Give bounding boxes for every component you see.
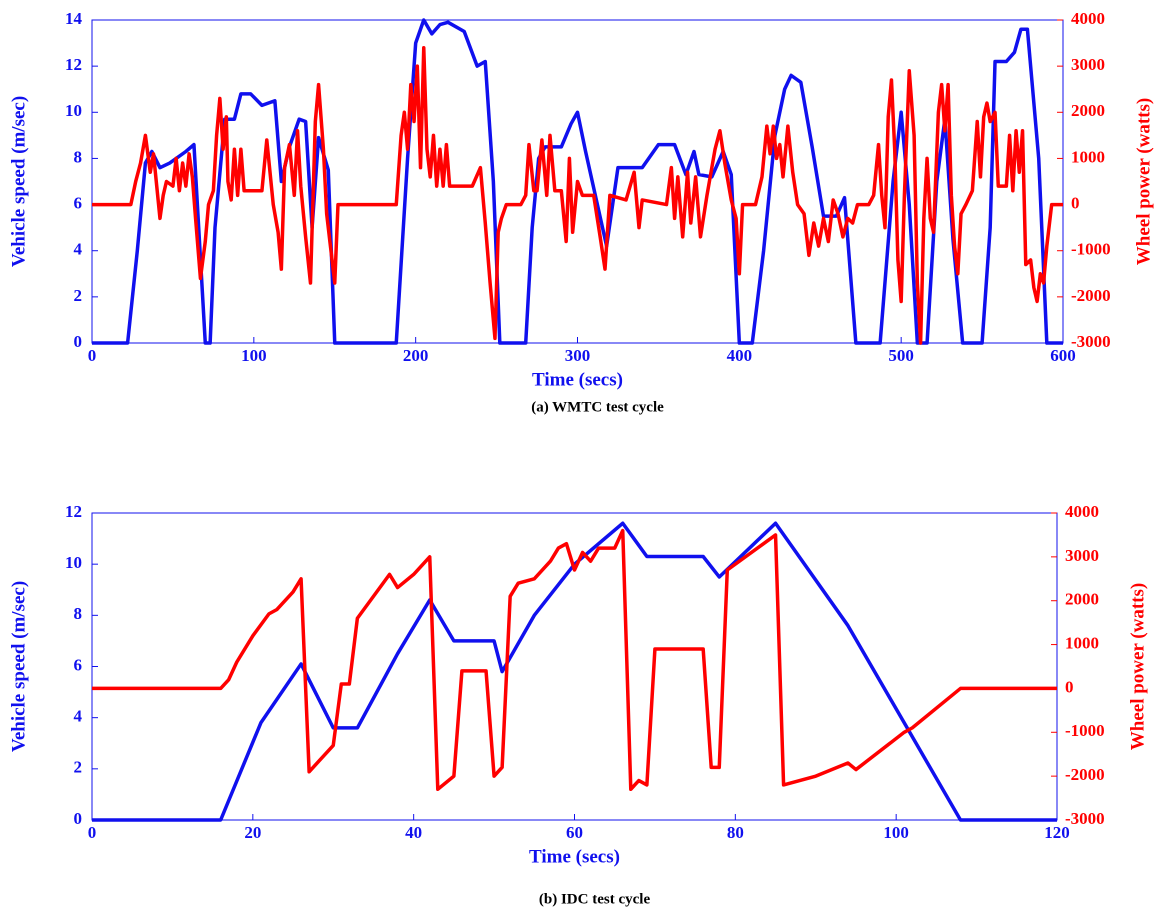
x-tick-label: 40: [405, 823, 422, 842]
x-tick-label: 200: [403, 346, 429, 365]
x-tick-label: 60: [566, 823, 583, 842]
y2-tick-label: 2000: [1071, 101, 1105, 120]
y-tick-label: 4: [74, 240, 83, 259]
x-tick-label: 0: [88, 346, 97, 365]
y2-tick-label: -2000: [1071, 286, 1111, 305]
y-tick-label: 0: [74, 332, 83, 351]
y-tick-label: 12: [65, 502, 82, 521]
y2-tick-label: -3000: [1071, 332, 1111, 351]
x-tick-label: 600: [1050, 346, 1076, 365]
y2-tick-label: 2000: [1065, 590, 1099, 609]
x-tick-label: 0: [88, 823, 97, 842]
y-tick-label: 0: [74, 809, 83, 828]
y-tick-label: 8: [74, 604, 83, 623]
y-axis-label: Vehicle speed (m/sec): [8, 96, 29, 267]
x-tick-label: 400: [727, 346, 753, 365]
y2-tick-label: -1000: [1065, 721, 1105, 740]
y2-tick-label: -1000: [1071, 240, 1111, 259]
caption: (b) IDC test cycle: [539, 891, 651, 907]
x-tick-label: 20: [244, 823, 261, 842]
y-tick-label: 8: [74, 147, 83, 166]
y2-tick-label: 3000: [1065, 546, 1099, 565]
y-tick-label: 2: [74, 286, 83, 305]
series-line: [92, 45, 1063, 345]
x-tick-label: 80: [727, 823, 744, 842]
x-axis-label: Time (secs): [532, 369, 623, 390]
y-tick-label: 10: [65, 101, 82, 120]
y2-tick-label: 0: [1071, 193, 1080, 212]
x-tick-label: 100: [883, 823, 909, 842]
plot-frame: [91, 512, 1058, 821]
x-tick-label: 500: [888, 346, 914, 365]
y2-axis-label: Wheel power (watts): [1133, 98, 1154, 265]
series-line: [92, 528, 1057, 792]
caption: (a) WMTC test cycle: [531, 399, 664, 415]
y2-tick-label: 3000: [1071, 55, 1105, 74]
y-tick-label: 6: [74, 655, 83, 674]
y-tick-label: 2: [74, 758, 83, 777]
y-tick-label: 12: [65, 55, 82, 74]
x-tick-label: 300: [565, 346, 591, 365]
y-tick-label: 14: [65, 9, 83, 28]
y2-tick-label: 0: [1065, 677, 1074, 696]
y2-tick-label: 4000: [1065, 502, 1099, 521]
series-line: [92, 521, 1057, 822]
y-tick-label: 4: [74, 707, 83, 726]
y-tick-label: 10: [65, 553, 82, 572]
y-axis-label: Vehicle speed (m/sec): [8, 581, 29, 752]
y2-axis-label: Wheel power (watts): [1127, 583, 1148, 750]
y2-tick-label: 1000: [1065, 633, 1099, 652]
x-tick-label: 100: [241, 346, 267, 365]
y-tick-label: 6: [74, 193, 83, 212]
y2-tick-label: 4000: [1071, 9, 1105, 28]
y2-tick-label: 1000: [1071, 147, 1105, 166]
x-tick-label: 120: [1044, 823, 1070, 842]
y2-tick-label: -3000: [1065, 809, 1105, 828]
y2-tick-label: -2000: [1065, 765, 1105, 784]
x-axis-label: Time (secs): [529, 846, 620, 867]
